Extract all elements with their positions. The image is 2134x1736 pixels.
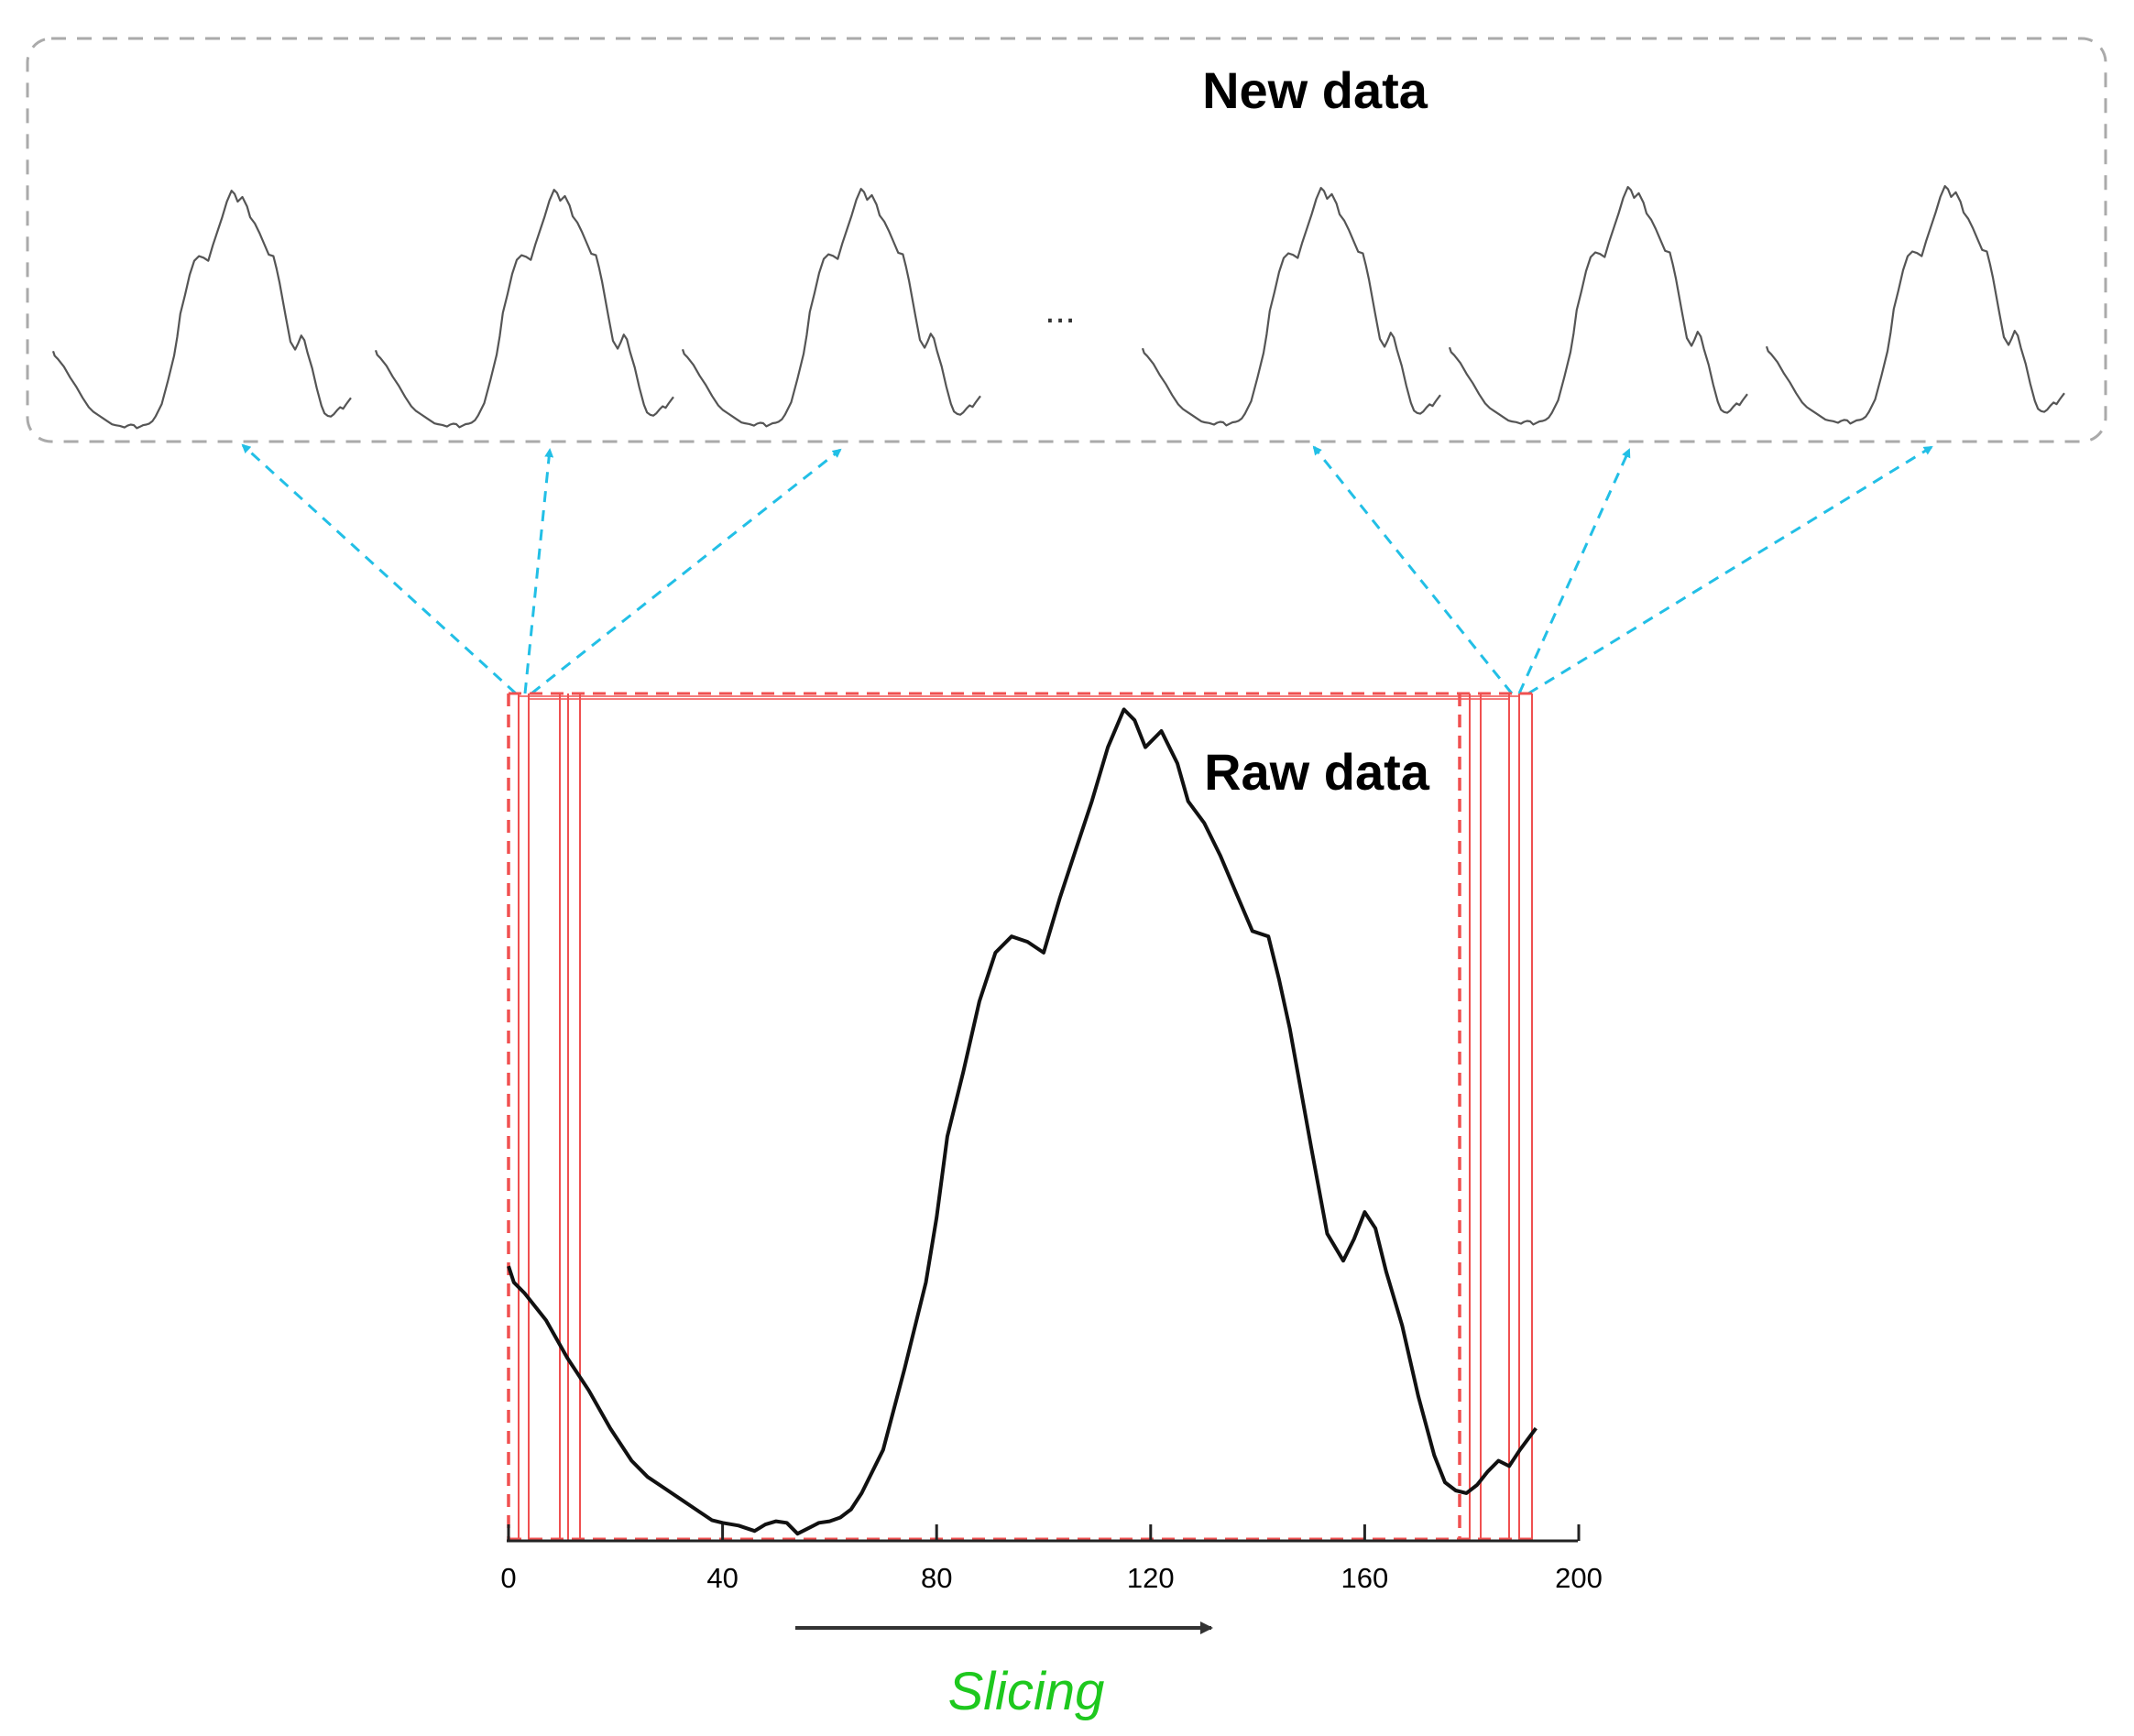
x-axis-ticks: 0 40 80 120 160 200	[500, 1524, 1603, 1594]
slice-windows	[507, 692, 1533, 1541]
slice-to-new-data-arrow	[241, 443, 518, 695]
ellipsis: ...	[1045, 290, 1075, 331]
raw-data-label: Raw data	[1204, 743, 1430, 801]
slice-to-new-data-arrow	[531, 448, 842, 695]
x-tick-label: 160	[1341, 1562, 1389, 1594]
x-tick-label: 40	[706, 1562, 738, 1594]
slice-to-new-data-arrow	[523, 448, 554, 694]
slicing-label: Slicing	[948, 1662, 1105, 1721]
slice-arrows	[241, 443, 1933, 695]
slice-to-new-data-arrow	[1527, 445, 1933, 695]
x-axis: 0 40 80 120 160 200	[500, 1524, 1603, 1594]
slice-thumbnail	[374, 189, 674, 429]
raw-data-chart: Raw data 0 40 80 120 160 200	[500, 692, 1603, 1594]
x-tick-label: 200	[1555, 1562, 1603, 1594]
x-tick-label: 0	[500, 1562, 516, 1594]
slice-thumbnail	[681, 188, 981, 428]
new-data-border	[26, 37, 2107, 443]
slice-thumbnail	[1448, 186, 1748, 426]
new-data-panel: New data ...	[26, 37, 2107, 443]
raw-data-line	[507, 707, 1538, 1536]
x-tick-label: 80	[921, 1562, 952, 1594]
slice-thumbnail	[1765, 185, 2065, 425]
slice-to-new-data-arrow	[1312, 445, 1514, 694]
slice-thumbnails	[51, 185, 2065, 430]
new-data-label: New data	[1202, 61, 1428, 119]
slice-thumbnail	[1141, 187, 1441, 427]
slice-to-new-data-arrow	[1517, 448, 1631, 694]
x-tick-label: 120	[1127, 1562, 1175, 1594]
slice-thumbnail	[51, 190, 352, 430]
